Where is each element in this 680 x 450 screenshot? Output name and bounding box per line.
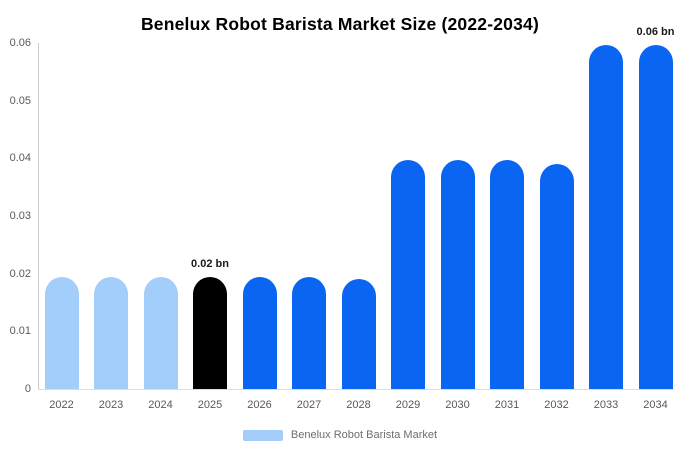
chart-title: Benelux Robot Barista Market Size (2022-… — [140, 14, 540, 34]
x-axis-tick-label: 2024 — [148, 399, 173, 411]
x-axis-tick-label: 2031 — [494, 399, 520, 411]
y-axis-tick-label: 0.04 — [9, 152, 31, 165]
bar-2031[interactable] — [490, 160, 524, 389]
bar-2026[interactable] — [242, 276, 277, 389]
bar-2027[interactable] — [292, 276, 326, 389]
y-axis-tick-label: 0.01 — [9, 325, 31, 338]
x-axis-tick-label: 2030 — [445, 399, 470, 411]
y-axis-tick-label: 0.02 — [9, 267, 31, 280]
x-axis-tick-label: 2027 — [296, 399, 322, 411]
bar-2022[interactable] — [44, 276, 79, 389]
legend-label: Benelux Robot Barista Market — [290, 429, 438, 441]
x-axis-tick-label: 2029 — [395, 399, 421, 411]
bar-2033[interactable] — [589, 44, 623, 389]
x-axis-tick-label: 2022 — [49, 399, 74, 411]
bar-2024[interactable] — [143, 276, 178, 389]
bar-2032[interactable] — [539, 164, 574, 389]
bar-2034[interactable] — [638, 44, 673, 389]
y-axis-tick-label: 0.03 — [9, 210, 31, 222]
x-axis-tick-label: 2026 — [247, 399, 272, 411]
bar-2029[interactable] — [391, 160, 425, 389]
x-axis-tick-label: 2034 — [643, 399, 668, 411]
x-axis-tick-label: 2032 — [544, 399, 569, 411]
x-axis-tick-label: 2023 — [98, 399, 124, 411]
legend[interactable]: Benelux Robot Barista Market — [0, 429, 680, 441]
plot-area: 2022 2023 2024 2025 0.02 bn 2026 2027 2028 2029 2… — [38, 26, 674, 411]
legend-swatch-icon — [242, 429, 283, 441]
bar-2023[interactable] — [94, 276, 128, 389]
bar-2025[interactable] — [193, 276, 227, 389]
data-label-2025: 0.02 bn — [191, 257, 229, 270]
x-axis-tick-label: 2028 — [346, 399, 371, 411]
y-axis-tick-label: 0.06 — [9, 37, 31, 49]
x-axis-tick-label: 2025 — [197, 399, 223, 411]
data-label-2034: 0.06 bn — [636, 25, 675, 38]
bar-2030[interactable] — [440, 160, 475, 389]
y-axis-tick-label: 0.05 — [9, 94, 31, 107]
x-axis-tick-label: 2033 — [593, 399, 619, 411]
bar-2028[interactable] — [341, 279, 376, 389]
y-axis-tick-label: 0 — [24, 383, 31, 395]
